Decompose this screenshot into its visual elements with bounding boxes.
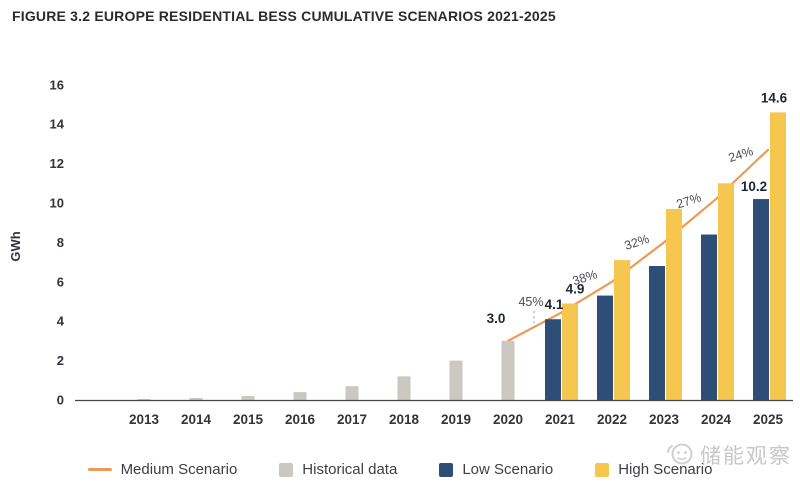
growth-label-27%: 27% xyxy=(675,190,703,211)
y-tick-14: 14 xyxy=(50,117,65,132)
value-label-3.0: 3.0 xyxy=(487,311,506,326)
x-tick-2018: 2018 xyxy=(389,412,420,427)
medium-scenario-line-swatch xyxy=(87,468,112,471)
bar-historical-2014 xyxy=(189,398,203,400)
bar-historical-2013 xyxy=(137,399,151,400)
legend-item-low-scenario: Low Scenario xyxy=(439,461,553,478)
y-tick-6: 6 xyxy=(57,274,64,289)
growth-label-24%: 24% xyxy=(727,144,755,165)
low-scenario-swatch xyxy=(439,462,454,477)
x-tick-2022: 2022 xyxy=(597,412,627,427)
growth-label-45%: 45% xyxy=(518,295,543,309)
bar-historical-2018 xyxy=(397,376,411,400)
x-tick-2020: 2020 xyxy=(493,412,523,427)
gwh-axis-label: GWh xyxy=(8,231,23,261)
chart-legend: Medium Scenario Historical data Low Scen… xyxy=(0,461,800,478)
bar-low-scenario-2024 xyxy=(701,234,717,400)
y-tick-2: 2 xyxy=(57,353,64,368)
x-tick-2014: 2014 xyxy=(181,412,212,427)
y-tick-12: 12 xyxy=(50,156,64,171)
bess-cumulative-chart: 0 2 4 6 8 10 12 14 16 GWh 2013 2014 2015 2016 2017 2018… xyxy=(8,77,793,427)
legend-label: Low Scenario xyxy=(462,461,554,478)
bar-low-scenario-2021 xyxy=(545,319,561,400)
legend-item-medium-scenario: Medium Scenario xyxy=(87,461,238,478)
bar-historical-2015 xyxy=(241,396,255,400)
bar-high-scenario-2025 xyxy=(770,112,786,400)
figure-title: FIGURE 3.2 EUROPE RESIDENTIAL BESS CUMUL… xyxy=(12,8,556,24)
bar-low-scenario-2023 xyxy=(649,266,665,400)
bar-low-scenario-2022 xyxy=(597,295,613,400)
legend-label: Historical data xyxy=(302,461,398,478)
x-tick-2023: 2023 xyxy=(649,412,680,427)
bar-historical-2016 xyxy=(293,392,307,400)
growth-label-32%: 32% xyxy=(623,232,651,253)
x-tick-2015: 2015 xyxy=(233,412,264,427)
bar-high-scenario-2021 xyxy=(562,303,578,400)
y-tick-4: 4 xyxy=(57,314,65,329)
bar-high-scenario-2023 xyxy=(666,208,682,400)
historical-data-swatch xyxy=(279,462,294,477)
x-tick-2019: 2019 xyxy=(441,412,471,427)
value-label-10.2: 10.2 xyxy=(741,179,767,194)
legend-item-historical-data: Historical data xyxy=(279,461,397,478)
x-tick-2016: 2016 xyxy=(285,412,316,427)
x-tick-2025: 2025 xyxy=(753,412,784,427)
x-tick-2013: 2013 xyxy=(129,412,160,427)
y-tick-10: 10 xyxy=(50,196,64,211)
bar-high-scenario-2024 xyxy=(718,183,734,400)
watermark-text: 储能观察 xyxy=(700,445,792,468)
x-tick-2017: 2017 xyxy=(337,412,367,427)
wechat-smiley-icon xyxy=(667,443,693,465)
value-label-4.1: 4.1 xyxy=(545,297,564,312)
bar-historical-2020 xyxy=(501,340,515,400)
bar-historical-2019 xyxy=(449,360,463,400)
y-tick-0: 0 xyxy=(57,393,64,408)
x-tick-2021: 2021 xyxy=(545,412,576,427)
legend-label: Medium Scenario xyxy=(120,461,238,478)
y-tick-8: 8 xyxy=(57,235,64,250)
bar-historical-2017 xyxy=(345,386,359,400)
legend-item-high-scenario: High Scenario xyxy=(595,461,712,478)
x-tick-2024: 2024 xyxy=(701,412,732,427)
bar-low-scenario-2025 xyxy=(753,199,769,400)
watermark: 储能观察 xyxy=(665,440,792,470)
bar-high-scenario-2022 xyxy=(614,260,630,400)
value-label-4.9: 4.9 xyxy=(566,281,585,296)
y-tick-16: 16 xyxy=(50,77,64,92)
legend-label: High Scenario xyxy=(618,461,713,478)
value-label-14.6: 14.6 xyxy=(761,90,788,105)
high-scenario-swatch xyxy=(595,462,610,477)
